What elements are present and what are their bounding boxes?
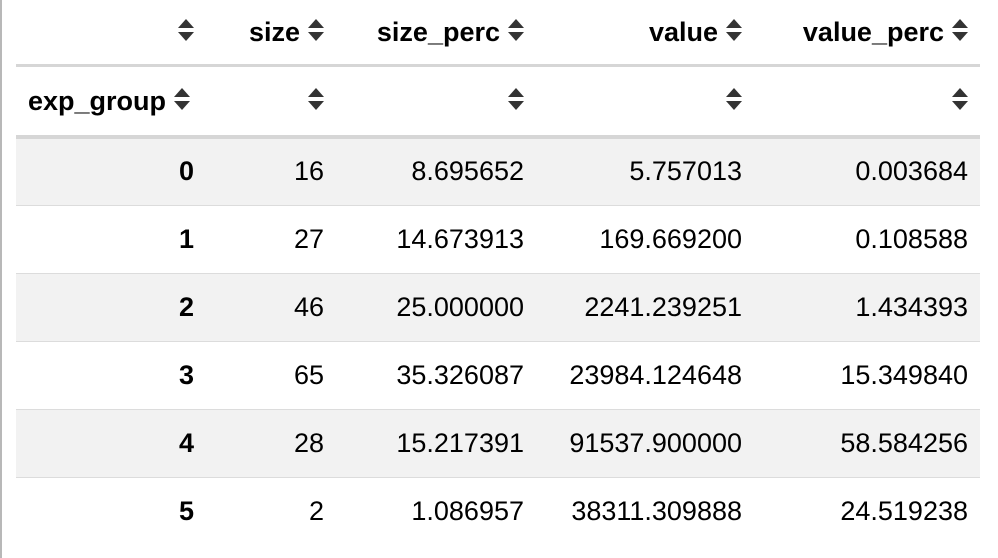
sort-icon[interactable] [178,19,194,42]
table-row: 1 27 14.673913 169.669200 0.108588 [16,205,980,273]
row-index: 5 [178,495,194,526]
table-row: 3 65 35.326087 23984.124648 15.349840 [16,341,980,409]
table-row: 2 46 25.000000 2241.239251 1.434393 [16,273,980,341]
cell-value-perc: 1.434393 [855,291,968,322]
cell-size-perc: 8.695652 [411,156,524,187]
sort-icon[interactable] [726,88,742,111]
sort-icon[interactable] [308,88,324,111]
index-header-row: exp_group [16,66,980,138]
cell-value: 23984.124648 [569,359,742,390]
cell-value-perc: 0.108588 [855,223,968,254]
cell-size: 2 [308,495,324,526]
cell-size: 16 [293,156,324,187]
cell-value-perc: 24.519238 [840,495,968,526]
cell-value: 91537.900000 [569,427,742,458]
cell-value: 2241.239251 [584,291,742,322]
cell-size: 65 [293,359,324,390]
cell-value: 38311.309888 [571,495,742,526]
table-row: 5 2 1.086957 38311.309888 24.519238 [16,477,980,545]
left-border [0,0,2,558]
column-header-value-perc: value_perc [754,0,980,66]
row-index: 3 [178,359,194,390]
cell-size-perc: 35.326087 [396,359,524,390]
dataframe-table: size size_perc value value_perc exp_grou… [16,0,980,545]
table-row: 4 28 15.217391 91537.900000 58.584256 [16,409,980,477]
row-index: 0 [178,156,194,187]
blank-header [16,0,206,66]
cell-value: 169.669200 [599,223,742,254]
cell-value-perc: 0.003684 [855,156,968,187]
cell-value-perc: 58.584256 [840,427,968,458]
cell-size: 46 [293,291,324,322]
cell-size-perc: 15.217391 [396,427,524,458]
cell-value: 5.757013 [629,156,742,187]
column-header-row: size size_perc value value_perc [16,0,980,66]
column-header-value: value [536,0,754,66]
cell-size: 28 [293,427,324,458]
cell-size: 27 [293,223,324,254]
sort-icon[interactable] [174,88,191,111]
column-header-size: size [206,0,336,66]
row-index: 1 [178,223,194,254]
cell-size-perc: 14.673913 [396,223,524,254]
table-row: 0 16 8.695652 5.757013 0.003684 [16,137,980,205]
sort-icon[interactable] [508,88,524,111]
row-index: 4 [178,427,194,458]
sort-icon[interactable] [952,88,968,111]
cell-size-perc: 1.086957 [411,495,524,526]
index-header: exp_group [16,66,206,138]
cell-value-perc: 15.349840 [840,359,968,390]
sort-icon[interactable] [726,19,742,42]
column-header-size-perc: size_perc [336,0,536,66]
sort-icon[interactable] [308,19,324,42]
sort-icon[interactable] [508,19,524,42]
sort-icon[interactable] [952,19,968,42]
cell-size-perc: 25.000000 [396,291,524,322]
row-index: 2 [178,291,194,322]
